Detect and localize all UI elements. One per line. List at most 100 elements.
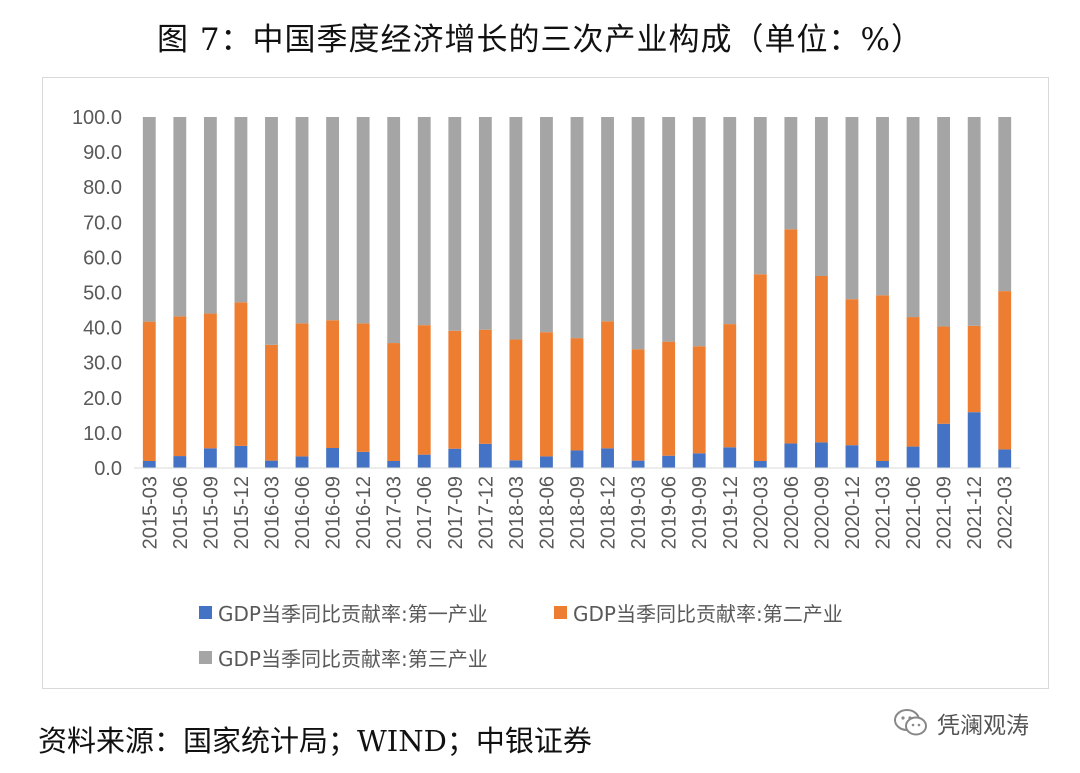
x-tick-label: 2016-03 xyxy=(261,476,283,549)
x-tick-label: 2018-06 xyxy=(536,476,558,549)
bar-segment-secondary-2022-03 xyxy=(998,291,1012,450)
bar-segment-tertiary-2016-06 xyxy=(295,117,309,324)
bar-segment-secondary-2020-03 xyxy=(753,274,767,461)
x-tick-label: 2017-06 xyxy=(414,476,436,549)
y-tick-label: 20.0 xyxy=(83,388,122,410)
bar-segment-tertiary-2021-03 xyxy=(876,117,889,296)
x-tick-label: 2017-12 xyxy=(475,476,497,549)
bar-segment-primary-2017-06 xyxy=(417,454,431,468)
bar-segment-primary-2015-06 xyxy=(173,456,187,468)
bar-segment-primary-2022-03 xyxy=(998,449,1012,468)
bar-segment-primary-2020-03 xyxy=(753,460,767,468)
bar-segment-tertiary-2018-06 xyxy=(540,117,553,333)
y-tick-label: 10.0 xyxy=(83,423,122,445)
bar-segment-tertiary-2019-09 xyxy=(692,117,706,347)
bar-segment-tertiary-2017-12 xyxy=(478,117,492,330)
x-tick-label: 2018-03 xyxy=(506,476,528,549)
stacked-bar-chart: 0.0 10.0 20.0 30.0 40.0 50.0 60.0 70.0 80.0 90.0 1… xyxy=(72,107,1020,549)
bar-segment-tertiary-2017-06 xyxy=(417,117,431,326)
x-tick-label: 2022-03 xyxy=(995,476,1017,549)
y-tick-label: 40.0 xyxy=(83,318,122,340)
x-tick-label: 2021-06 xyxy=(903,476,925,549)
bar-segment-tertiary-2016-09 xyxy=(326,117,340,321)
x-tick-label: 2018-09 xyxy=(567,476,589,549)
bar-segment-secondary-2017-06 xyxy=(417,325,431,455)
bar-segment-primary-2016-03 xyxy=(265,460,278,468)
bar-segment-secondary-2016-03 xyxy=(265,344,278,461)
y-tick-label: 50.0 xyxy=(83,283,122,305)
watermark: 凭澜观涛 xyxy=(893,706,1029,740)
legend-item-tertiary: GDP当季同比贡献率:第三产业 xyxy=(199,643,488,672)
bar-segment-secondary-2021-12 xyxy=(967,325,981,413)
x-tick-label: 2020-12 xyxy=(842,476,864,549)
bar-segment-tertiary-2021-09 xyxy=(937,117,951,327)
x-tick-label: 2021-03 xyxy=(873,476,895,549)
bar-segment-primary-2016-06 xyxy=(295,456,309,468)
bar-segment-secondary-2019-06 xyxy=(662,341,676,456)
legend-label-tertiary: GDP当季同比贡献率:第三产业 xyxy=(218,647,488,671)
bar-segment-tertiary-2020-03 xyxy=(753,117,767,275)
bar-segment-primary-2020-12 xyxy=(845,445,859,468)
x-tick-label: 2015-06 xyxy=(170,476,192,549)
bar-segment-tertiary-2018-09 xyxy=(570,117,584,339)
bars xyxy=(142,117,1012,468)
bar-segment-secondary-2016-06 xyxy=(295,323,309,457)
bar-segment-primary-2019-03 xyxy=(631,460,645,468)
bar-segment-secondary-2018-12 xyxy=(601,321,614,449)
chart-frame: 0.0 10.0 20.0 30.0 40.0 50.0 60.0 70.0 80.0 90.0 1… xyxy=(42,77,1049,689)
x-tick-label: 2016-06 xyxy=(292,476,314,549)
bar-segment-secondary-2017-03 xyxy=(387,343,401,461)
bar-segment-secondary-2016-09 xyxy=(326,320,340,448)
x-tick-label: 2017-03 xyxy=(384,476,406,549)
bar-segment-secondary-2016-12 xyxy=(356,323,370,452)
bar-segment-primary-2021-06 xyxy=(906,446,920,468)
bar-segment-secondary-2015-06 xyxy=(173,316,187,457)
bar-segment-secondary-2020-12 xyxy=(845,299,859,446)
bar-segment-primary-2015-09 xyxy=(203,448,217,468)
bar-segment-tertiary-2015-12 xyxy=(234,117,248,303)
x-tick-label: 2020-03 xyxy=(750,476,772,549)
x-tick-label: 2016-09 xyxy=(323,476,345,549)
bar-segment-tertiary-2019-06 xyxy=(662,117,676,342)
bar-segment-tertiary-2020-09 xyxy=(814,117,828,277)
bar-segment-primary-2016-09 xyxy=(326,447,340,468)
x-tick-label: 2015-03 xyxy=(139,476,161,549)
x-tick-label: 2015-09 xyxy=(200,476,222,549)
bar-segment-tertiary-2018-03 xyxy=(509,117,523,340)
bar-segment-primary-2018-12 xyxy=(601,448,614,468)
bar-segment-primary-2021-09 xyxy=(937,423,951,468)
bar-segment-primary-2020-09 xyxy=(814,442,828,468)
bar-segment-secondary-2015-12 xyxy=(234,302,248,446)
x-tick-label: 2015-12 xyxy=(231,476,253,549)
x-tick-label: 2021-09 xyxy=(934,476,956,549)
x-tick-label: 2019-06 xyxy=(659,476,681,549)
bar-segment-secondary-2017-09 xyxy=(448,330,462,449)
x-tick-label: 2021-12 xyxy=(964,476,986,549)
bar-segment-secondary-2019-12 xyxy=(723,324,737,448)
bar-segment-secondary-2018-06 xyxy=(540,332,553,457)
x-tick-label: 2018-12 xyxy=(598,476,620,549)
y-tick-label: 80.0 xyxy=(83,177,122,199)
bar-segment-tertiary-2018-12 xyxy=(601,117,614,322)
y-tick-label: 100.0 xyxy=(72,107,122,129)
y-tick-label: 30.0 xyxy=(83,353,122,375)
x-tick-label: 2020-09 xyxy=(811,476,833,549)
legend-swatch-secondary xyxy=(554,606,567,619)
bar-segment-primary-2021-03 xyxy=(876,460,889,468)
bar-segment-secondary-2019-09 xyxy=(692,346,706,454)
bar-segment-primary-2018-09 xyxy=(570,450,584,468)
bar-segment-tertiary-2015-06 xyxy=(173,117,187,317)
bar-segment-tertiary-2019-12 xyxy=(723,117,737,325)
bar-segment-tertiary-2015-09 xyxy=(203,117,217,314)
bar-segment-tertiary-2017-03 xyxy=(387,117,401,344)
bar-segment-secondary-2019-03 xyxy=(631,349,645,461)
bar-segment-secondary-2015-09 xyxy=(203,313,217,449)
bar-segment-secondary-2018-03 xyxy=(509,339,523,461)
bar-segment-primary-2019-06 xyxy=(662,455,676,468)
bar-segment-secondary-2017-12 xyxy=(478,329,492,444)
y-axis: 0.0 10.0 20.0 30.0 40.0 50.0 60.0 70.0 80.0 90.0 1… xyxy=(72,107,122,480)
bar-segment-primary-2017-03 xyxy=(387,460,401,468)
y-tick-label: 0.0 xyxy=(94,458,122,480)
bar-segment-tertiary-2019-03 xyxy=(631,117,645,350)
bar-segment-primary-2015-03 xyxy=(142,460,156,468)
